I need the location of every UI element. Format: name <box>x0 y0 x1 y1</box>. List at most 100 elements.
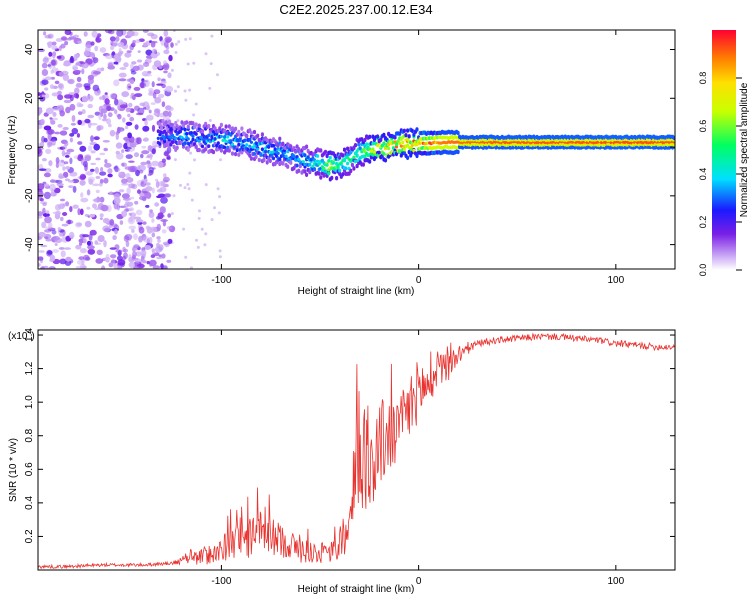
ridge-cell <box>226 135 230 139</box>
noise-blob <box>117 51 123 57</box>
ridge-cell <box>407 149 411 155</box>
noise-blob <box>48 51 53 57</box>
ridge-cell <box>223 128 227 134</box>
noise-blob <box>84 214 90 217</box>
noise-blob <box>124 125 129 130</box>
noise-blob <box>87 176 96 183</box>
noise-blob <box>38 107 43 115</box>
y-tick-label: 1.4 <box>24 328 35 342</box>
colorbar-tick-label: 0.4 <box>698 168 708 181</box>
snr-frame <box>37 329 676 571</box>
ridge-cell <box>259 152 263 157</box>
noise-blob <box>112 235 117 241</box>
noise-blob <box>62 74 70 81</box>
noise-blob <box>161 101 166 108</box>
ridge-cell <box>346 146 350 151</box>
noise-blob <box>166 259 172 263</box>
noise-blob <box>165 85 173 93</box>
ridge-cell <box>191 121 195 126</box>
noise-blob <box>38 250 45 253</box>
noise-blob <box>163 70 168 74</box>
noise-blob <box>93 143 100 151</box>
noise-blob <box>52 249 59 253</box>
spectrogram-x-ticks: -100 0 100 <box>211 30 625 286</box>
noise-blob <box>123 235 130 242</box>
noise-blob <box>90 168 95 172</box>
ridge-cell <box>316 154 320 158</box>
ridge-cell <box>163 139 167 144</box>
ridge-cell <box>273 147 277 152</box>
noise-blob <box>115 36 120 42</box>
noise-blob <box>103 147 108 152</box>
noise-blob <box>103 177 109 184</box>
x-tick-label: -100 <box>211 275 231 286</box>
noise-blob <box>81 95 88 103</box>
noise-blob <box>121 149 125 154</box>
colorbar: 0.0 0.2 0.4 0.6 0.8 Normalized spectral ampl… <box>698 30 750 276</box>
noise-blob <box>188 88 192 92</box>
noise-blob <box>59 232 63 237</box>
noise-blob <box>112 54 121 62</box>
noise-blob <box>153 112 158 116</box>
noise-blob <box>123 203 129 208</box>
noise-blob <box>170 212 174 216</box>
noise-blob <box>154 202 160 207</box>
noise-blob <box>145 58 152 64</box>
ridge-cell <box>376 144 380 148</box>
noise-blob <box>52 117 58 121</box>
noise-blob <box>92 183 100 187</box>
noise-blob <box>134 93 143 98</box>
noise-blob <box>121 183 129 186</box>
noise-blob <box>150 254 156 259</box>
noise-blob <box>134 200 139 205</box>
noise-blob <box>151 81 155 88</box>
noise-blob <box>96 33 102 38</box>
noise-blob <box>151 232 156 238</box>
noise-blob <box>44 34 52 39</box>
noise-blob <box>59 110 65 117</box>
noise-blob <box>148 236 153 244</box>
noise-blob <box>99 217 103 220</box>
noise-blob <box>72 185 77 193</box>
noise-blob <box>54 204 61 211</box>
ridge-cell <box>672 143 675 148</box>
noise-blob <box>43 31 47 36</box>
noise-blob <box>156 256 163 260</box>
noise-blob <box>41 69 49 76</box>
noise-blob <box>218 195 222 199</box>
noise-blob <box>109 219 115 226</box>
noise-blob <box>142 236 150 243</box>
noise-blob <box>95 189 100 194</box>
noise-blob <box>141 80 148 83</box>
noise-blob <box>116 152 124 160</box>
noise-blob <box>198 209 201 213</box>
noise-blob <box>93 136 100 141</box>
ridge-cell <box>306 155 310 160</box>
noise-blob <box>174 42 178 46</box>
noise-blob <box>55 157 60 164</box>
noise-blob <box>219 158 222 162</box>
noise-blob <box>57 94 64 101</box>
ridge-cell <box>323 149 328 155</box>
ridge-cell <box>322 166 326 171</box>
noise-blob <box>50 76 56 80</box>
noise-blob <box>109 93 117 99</box>
noise-blob <box>99 213 104 218</box>
spectrogram-y-label: Frequency (Hz) <box>7 116 18 185</box>
ridge-cell <box>387 146 391 151</box>
noise-blob <box>186 183 190 186</box>
noise-blob <box>132 40 136 44</box>
ridge-cell <box>254 154 258 159</box>
ridge-cell <box>335 176 339 181</box>
noise-blob <box>135 137 140 143</box>
noise-blob <box>39 198 44 202</box>
ridge-cell <box>297 157 301 161</box>
noise-blob <box>47 250 53 255</box>
noise-blob <box>72 66 78 71</box>
ridge-cell <box>267 145 271 149</box>
noise-blob <box>154 108 161 114</box>
noise-blob <box>41 62 48 69</box>
noise-blob <box>140 153 144 159</box>
noise-blob <box>75 244 82 250</box>
noise-blob <box>163 30 169 37</box>
